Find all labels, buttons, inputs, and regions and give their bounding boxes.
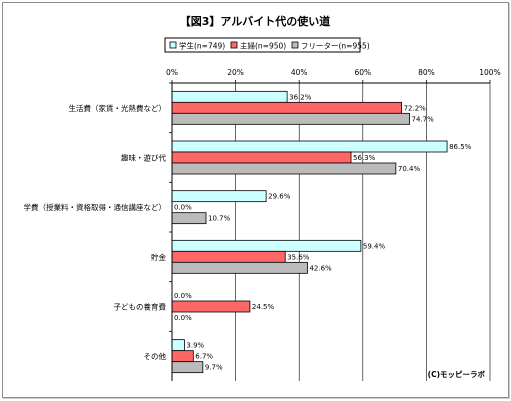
bar — [171, 350, 194, 363]
bar-value-label: 6.7% — [195, 353, 213, 361]
x-tick-label: 40% — [291, 68, 308, 77]
legend-label: 学生(n=749) — [179, 41, 225, 51]
bars — [171, 90, 448, 374]
bar-value-label: 42.6% — [309, 264, 332, 272]
bar-value-label: 86.5% — [449, 143, 472, 151]
x-tick-label: 80% — [418, 68, 435, 77]
chart-frame: 【図3】アルバイト代の使い道 学生(n=749) 主婦(n=950) フリーター(n… — [2, 2, 509, 398]
x-tick-label: 60% — [354, 68, 371, 77]
bar-value-label: 72.2% — [404, 104, 427, 112]
bar-labels: 36.2% 72.2% 74.7% 86.5% 56.3% 70.4% 29.6% 0.0% 1… — [174, 93, 472, 371]
category-label: 趣味・遊び代 — [121, 153, 166, 163]
bar — [171, 90, 288, 103]
category-label: 生活費（家賃・光熱費など） — [69, 103, 167, 113]
bar-value-label: 59.4% — [363, 242, 386, 250]
bar — [171, 101, 402, 114]
bar-value-label: 10.7% — [208, 215, 231, 223]
credit-label: (C)モッピーラボ — [428, 369, 486, 379]
legend-label: 主婦(n=950) — [240, 41, 286, 51]
bar-chart: 【図3】アルバイト代の使い道 学生(n=749) 主婦(n=950) フリーター(n… — [24, 14, 501, 381]
category-label: 学費（授業料・資格取得・通信講座など） — [24, 202, 167, 212]
bar-value-label: 70.4% — [398, 165, 421, 173]
bar — [171, 162, 397, 175]
x-tick-label: 0% — [166, 68, 178, 77]
bar-value-label: 35.6% — [287, 253, 310, 261]
bar-value-label: 24.5% — [252, 303, 275, 311]
bar-value-label: 0.0% — [174, 292, 192, 300]
bar-value-label: 3.9% — [186, 342, 204, 350]
bar-value-label: 0.0% — [174, 204, 192, 212]
bar — [171, 261, 308, 274]
category-label: その他 — [144, 351, 167, 361]
axis-lines — [171, 82, 490, 381]
bar — [171, 250, 286, 263]
bar — [171, 190, 267, 203]
bar-value-label: 36.2% — [289, 93, 312, 101]
bar-value-label: 0.0% — [174, 314, 192, 322]
bar-value-label: 9.7% — [205, 364, 223, 372]
legend-box — [164, 37, 361, 53]
bar — [171, 300, 251, 313]
bar-value-label: 74.7% — [412, 115, 435, 123]
x-axis-ticks: 0% 20% 40% 60% 80% 100% — [166, 68, 501, 83]
bar — [171, 239, 362, 252]
grid-lines — [235, 83, 491, 381]
bar — [171, 140, 448, 153]
bar — [171, 339, 185, 352]
legend-label: フリーター(n=955) — [301, 42, 370, 51]
bar-value-label: 29.6% — [268, 193, 291, 201]
bar — [171, 212, 207, 225]
x-tick-label: 100% — [479, 68, 500, 77]
category-label: 貯金 — [151, 252, 166, 262]
legend-swatch — [169, 41, 177, 49]
bar — [171, 112, 410, 125]
bar-value-label: 56.3% — [353, 154, 376, 162]
x-tick-label: 20% — [227, 68, 244, 77]
category-label: 子どもの養育費 — [114, 302, 167, 312]
bar — [171, 361, 204, 374]
chart-title: 【図3】アルバイト代の使い道 — [180, 14, 331, 28]
legend-swatch — [291, 41, 299, 49]
legend-swatch — [230, 41, 238, 49]
legend: 学生(n=749) 主婦(n=950) フリーター(n=955) — [164, 37, 370, 53]
bar — [171, 151, 352, 164]
